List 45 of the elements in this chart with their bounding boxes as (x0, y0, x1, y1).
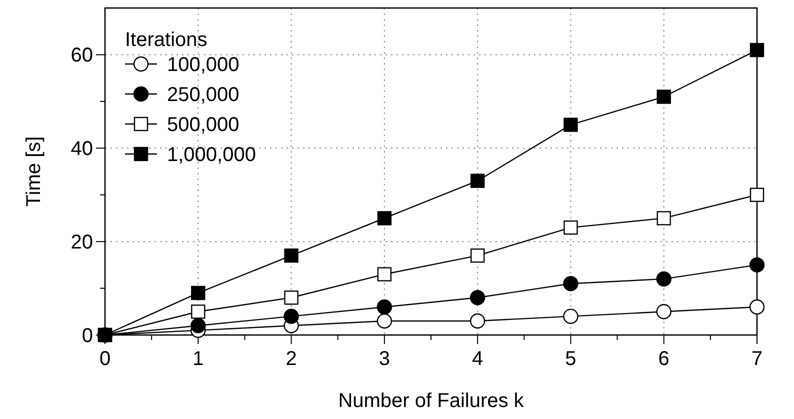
point (564, 220, 578, 235)
x-tick-label: 3 (378, 348, 390, 370)
point (284, 290, 298, 305)
point (190, 318, 206, 334)
x-tick-label: 4 (472, 348, 484, 370)
y-tick-label: 20 (70, 232, 93, 254)
point (656, 271, 672, 287)
point (470, 290, 486, 306)
point (749, 299, 765, 315)
x-axis-title: Number of Failures k (338, 390, 525, 412)
legend-label: 100,000 (167, 54, 240, 76)
y-tick-label: 60 (70, 44, 93, 67)
point (470, 248, 485, 263)
y-tick-label: 0 (82, 325, 93, 347)
x-tick-label: 5 (565, 348, 576, 370)
y-tick-label: 40 (70, 138, 93, 160)
x-tick-label: 7 (751, 348, 763, 370)
x-tick-label: 0 (99, 348, 111, 370)
point (750, 188, 764, 202)
point (563, 308, 578, 324)
point (563, 276, 578, 292)
point (750, 42, 764, 58)
legend-label: 500,000 (167, 114, 240, 136)
point (191, 286, 206, 300)
point (376, 299, 392, 315)
point (656, 304, 672, 320)
x-tick-label: 2 (286, 348, 297, 370)
point (191, 304, 206, 319)
x-tick-label: 6 (658, 348, 670, 370)
y-axis-title: Time [s] (23, 136, 45, 207)
point (284, 248, 298, 263)
x-tick-label: 1 (192, 348, 204, 370)
point (470, 313, 486, 329)
point (470, 174, 485, 188)
point (564, 118, 578, 132)
legend-label: 250,000 (167, 84, 240, 106)
legend-title: Iterations (125, 29, 208, 51)
point (656, 90, 671, 104)
point (377, 267, 392, 282)
legend-label: 1,000,000 (167, 144, 256, 166)
point (749, 257, 765, 273)
point (284, 308, 299, 324)
point (377, 211, 392, 226)
point (376, 313, 392, 329)
point (656, 211, 671, 226)
